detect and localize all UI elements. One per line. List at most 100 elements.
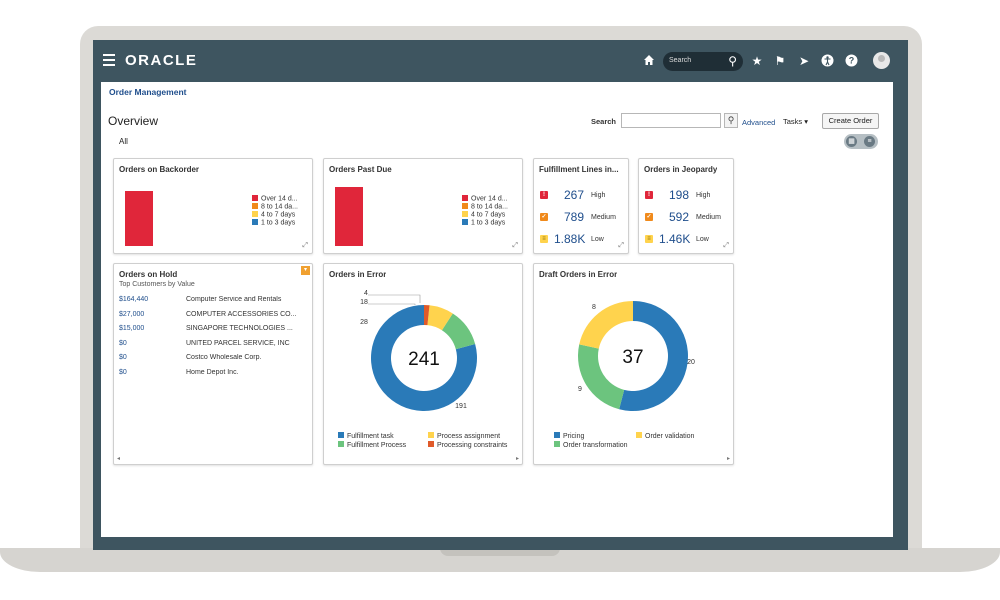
list-view-icon[interactable]: ≡ — [864, 136, 875, 147]
card-orders-in-jeopardy[interactable]: Orders in Jeopardy ! 198 High ✓ 592 Medi… — [638, 158, 734, 254]
legend-item: 8 to 14 da... — [252, 203, 298, 211]
view-toggle[interactable]: ▦ ≡ — [844, 134, 878, 149]
donut-slice[interactable] — [424, 305, 430, 326]
slice-value-label: 18 — [360, 299, 368, 306]
legend-swatch — [428, 432, 434, 438]
expand-icon[interactable]: ⤢ — [302, 242, 308, 249]
advanced-link[interactable]: Advanced — [742, 118, 776, 127]
scroll-right-icon[interactable]: ▸ — [515, 456, 519, 462]
help-icon[interactable]: ? — [844, 54, 858, 68]
oracle-logo: ORACLE — [125, 52, 198, 69]
flag-icon[interactable]: ⚑ — [774, 54, 786, 68]
legend-swatch — [462, 219, 468, 225]
legend-swatch — [428, 441, 434, 447]
card-draft-orders-in-error[interactable]: Draft Orders in Error 20 9 8 37 Pricing Order… — [533, 263, 734, 465]
menu-icon[interactable] — [103, 54, 115, 66]
card-title: Orders on Hold — [119, 270, 178, 279]
legend-item: 1 to 3 days — [462, 219, 505, 227]
metric-value[interactable]: 592 — [669, 210, 690, 224]
legend-label: Order transformation — [563, 442, 628, 449]
accessibility-icon[interactable] — [820, 54, 834, 68]
card-title: Orders Past Due — [329, 165, 392, 174]
metric-value[interactable]: 198 — [669, 188, 690, 202]
legend-label: Fulfillment Process — [347, 442, 407, 449]
high-priority-icon: ! — [645, 191, 653, 199]
leader-line — [368, 294, 421, 303]
tasks-menu[interactable]: Tasks ▾ — [783, 117, 809, 126]
scroll-left-icon[interactable]: ◂ — [117, 456, 121, 462]
favorites-star-icon[interactable]: ★ — [751, 54, 763, 68]
expand-icon[interactable]: ⤢ — [618, 242, 624, 249]
search-placeholder: Search — [669, 57, 692, 64]
search-icon[interactable]: ⚲ — [728, 54, 737, 68]
user-avatar[interactable] — [873, 52, 890, 69]
legend-swatch — [252, 211, 258, 217]
metric-value[interactable]: 789 — [564, 210, 585, 224]
medium-priority-icon: ✓ — [645, 213, 653, 221]
search-label: Search — [591, 117, 617, 126]
leader-line — [368, 303, 416, 305]
orders-in-error-donut[interactable]: 191 28 18 4 241 Fulfillment task Fulfillment P… — [324, 264, 524, 466]
app-screen: ORACLE Search ⚲ ★ ⚑ ➤ ? Order Management… — [93, 40, 908, 550]
card-orders-in-error[interactable]: Orders in Error 191 28 18 4 241 Fulfillment t… — [323, 263, 523, 465]
card-orders-on-hold[interactable]: ▾ Orders on Hold Top Customers by Value … — [113, 263, 313, 465]
legend-swatch — [462, 203, 468, 209]
slice-value-label: 28 — [360, 319, 368, 326]
card-subtitle: Top Customers by Value — [119, 281, 195, 288]
grid-view-icon[interactable]: ▦ — [846, 136, 857, 147]
donut-slice[interactable] — [579, 301, 633, 349]
slice-value-label: 9 — [578, 386, 582, 393]
metric-value[interactable]: 1.88K — [554, 232, 586, 246]
legend-swatch — [252, 203, 258, 209]
card-orders-on-backorder[interactable]: Orders on Backorder Over 14 d... 8 to 14… — [113, 158, 313, 254]
tab-all[interactable]: All — [119, 137, 128, 146]
backorder-bar[interactable] — [125, 191, 153, 246]
legend-item: 1 to 3 days — [252, 219, 295, 227]
create-order-button[interactable]: Create Order — [822, 113, 879, 129]
card-fulfillment-lines[interactable]: Fulfillment Lines in... ! 267 High ✓ 789… — [533, 158, 629, 254]
breadcrumb[interactable]: Order Management — [109, 87, 187, 97]
legend-swatch — [338, 441, 344, 447]
metric-label: Low — [591, 236, 604, 243]
svg-text:?: ? — [848, 56, 854, 66]
card-title: Orders in Jeopardy — [644, 165, 718, 174]
menu-dropdown-icon[interactable]: ▾ — [301, 266, 310, 275]
past-due-bar[interactable] — [335, 187, 363, 246]
expand-icon[interactable]: ⤢ — [723, 242, 729, 249]
donut-slice[interactable] — [578, 344, 625, 410]
metric-label: Medium — [696, 214, 721, 221]
low-priority-icon: ≡ — [540, 235, 548, 243]
legend-label: Order validation — [645, 433, 695, 440]
card-orders-past-due[interactable]: Orders Past Due Over 14 d... 8 to 14 da.… — [323, 158, 523, 254]
pointer-icon[interactable]: ➤ — [798, 54, 810, 68]
draft-orders-donut[interactable]: 20 9 8 37 Pricing Order transformation Order v… — [534, 264, 735, 466]
card-title: Orders in Error — [329, 270, 387, 279]
global-header: ORACLE Search ⚲ ★ ⚑ ➤ ? — [93, 40, 908, 82]
metric-value[interactable]: 1.46K — [659, 232, 691, 246]
medium-priority-icon: ✓ — [540, 213, 548, 221]
search-button-icon[interactable]: ⚲ — [724, 113, 738, 128]
scroll-right-icon[interactable]: ▸ — [726, 456, 730, 462]
home-icon[interactable] — [642, 54, 656, 68]
metric-value[interactable]: 267 — [564, 188, 585, 202]
global-search-input[interactable]: Search ⚲ — [663, 52, 743, 71]
card-title: Draft Orders in Error — [539, 270, 618, 279]
donut-slice[interactable] — [619, 301, 688, 411]
legend-swatch — [338, 432, 344, 438]
expand-icon[interactable]: ⤢ — [512, 242, 518, 249]
main-content: Order Management Overview Search ⚲ Advan… — [101, 82, 893, 537]
slice-value-label: 191 — [455, 403, 467, 410]
legend-item: 4 to 7 days — [462, 211, 505, 219]
search-input[interactable] — [621, 113, 721, 128]
legend-item: 4 to 7 days — [252, 211, 295, 219]
laptop-notch — [440, 548, 560, 556]
metric-label: Low — [696, 236, 709, 243]
legend-label: Processing constraints — [437, 442, 508, 449]
legend-label: Fulfillment task — [347, 433, 394, 440]
donut-slice[interactable] — [441, 313, 476, 350]
low-priority-icon: ≡ — [645, 235, 653, 243]
page-title: Overview — [108, 114, 159, 128]
donut-slice[interactable] — [427, 305, 453, 331]
donut-total: 241 — [408, 349, 440, 370]
donut-slice[interactable] — [371, 305, 477, 411]
